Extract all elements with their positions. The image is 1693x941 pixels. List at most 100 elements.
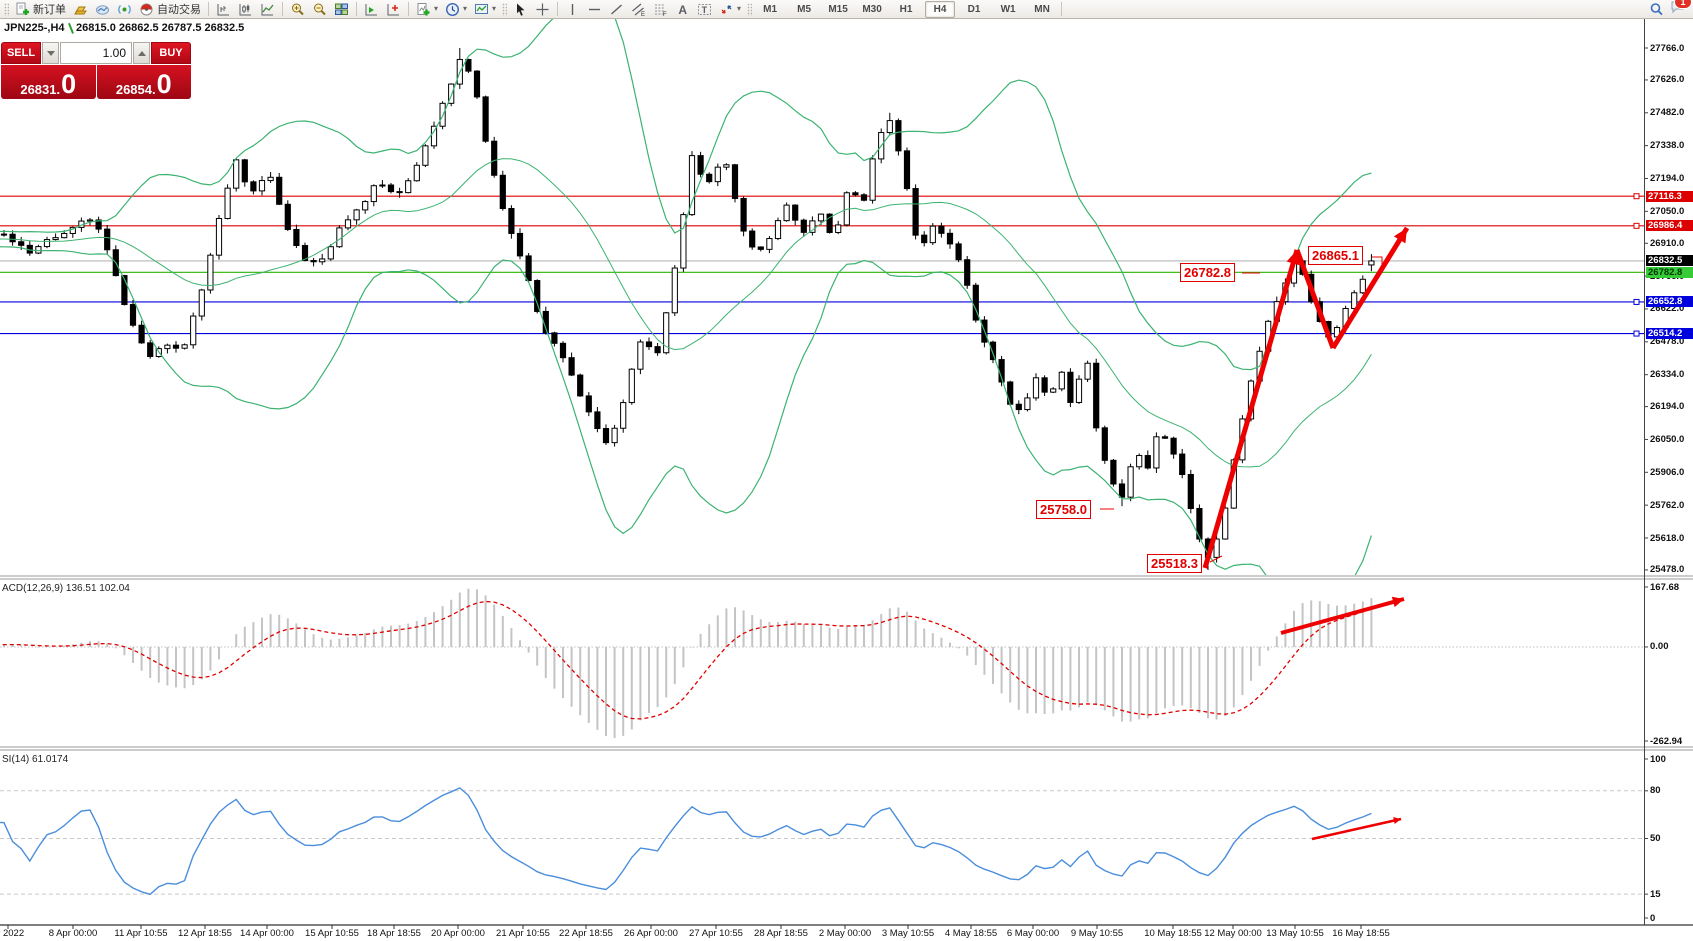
sell-button[interactable]: SELL (1, 42, 41, 64)
timeframe-button-m1[interactable]: M1 (763, 3, 778, 15)
svg-text:T: T (702, 5, 708, 15)
line-chart-mode-button[interactable] (257, 1, 278, 18)
tile-windows-icon (334, 2, 349, 17)
zoom-in-button[interactable] (287, 1, 308, 18)
toolbar-grip[interactable] (502, 2, 508, 16)
template-button[interactable]: ▾ (471, 1, 499, 18)
level-line-handle[interactable] (1633, 193, 1640, 200)
toolbar-separator (282, 2, 283, 16)
fibonacci-tool-button[interactable]: F (650, 1, 671, 18)
toolbar-grip[interactable] (4, 2, 9, 16)
crosshair-tool-button[interactable] (532, 1, 553, 18)
horizontal-line-icon (587, 2, 602, 17)
new-order-icon (15, 2, 30, 17)
trend-arrow-head[interactable] (1393, 817, 1401, 825)
channel-icon: E (631, 2, 646, 18)
autotrade-icon (139, 2, 154, 17)
market-depth-button[interactable] (70, 1, 91, 18)
zoom-out-icon (312, 2, 327, 17)
arrows-tool-button[interactable]: ▾ (716, 1, 744, 18)
triangle-down-icon (46, 50, 55, 56)
clock-icon (445, 2, 460, 17)
trendline-tool-button[interactable] (606, 1, 627, 18)
vertical-line-tool-button[interactable] (562, 1, 583, 18)
chart-shift-icon (386, 2, 401, 17)
candle-chart-mode-button[interactable] (235, 1, 256, 18)
fibonacci-icon: F (653, 2, 668, 18)
timeframe-button-d1[interactable]: D1 (967, 3, 981, 15)
timeframe-button-mn[interactable]: MN (1034, 3, 1050, 15)
callout-leader (1209, 555, 1223, 563)
trendline-icon (609, 2, 624, 17)
arrow-objects-icon (719, 2, 734, 17)
line-chart-icon (260, 2, 275, 17)
horizontal-line-tool-button[interactable] (584, 1, 605, 18)
tile-windows-button[interactable] (331, 1, 352, 18)
timeframe-button-h1[interactable]: H1 (899, 3, 913, 15)
charts-button[interactable] (92, 1, 113, 18)
level-line-handle[interactable] (1633, 222, 1640, 229)
toolbar-separator (1061, 2, 1063, 16)
autotrade-button[interactable]: 自动交易 (136, 1, 204, 18)
bar-chart-icon (216, 2, 231, 17)
toolbar-grip[interactable] (747, 2, 753, 16)
timeframe-button-m15[interactable]: M15 (828, 3, 848, 15)
symbol-timeframe-label: JPN225-,H4 (4, 22, 65, 34)
dropdown-caret-icon: ▾ (434, 4, 439, 13)
dropdown-caret-icon: ▾ (737, 4, 742, 13)
zoom-out-button[interactable] (309, 1, 330, 18)
bar-chart-mode-button[interactable] (213, 1, 234, 18)
timeframe-button-m30[interactable]: M30 (862, 3, 882, 15)
candlestick-chart-icon (238, 2, 253, 17)
add-indicator-button[interactable]: ▾ (413, 1, 441, 18)
signals-button[interactable] (114, 1, 135, 18)
timeframe-button-w1[interactable]: W1 (1000, 3, 1016, 15)
search-icon[interactable] (1649, 2, 1664, 17)
trend-arrow[interactable] (1280, 597, 1405, 635)
buy-price-display[interactable]: 26854. 0 (96, 65, 191, 99)
volume-stepper (42, 42, 150, 64)
chart-shift-button[interactable] (383, 1, 404, 18)
equidistant-channel-tool-button[interactable]: E (628, 1, 649, 18)
trend-arrow[interactable] (1294, 249, 1336, 349)
cursor-tool-button[interactable] (510, 1, 531, 18)
toolbar-separator (208, 2, 209, 16)
trend-arrow[interactable] (1202, 249, 1300, 569)
timeframe-button-m5[interactable]: M5 (797, 3, 812, 15)
macd-label: ACD(12,26,9) 136.51 102.04 (2, 583, 130, 594)
triangle-up-icon (137, 50, 146, 56)
trend-arrow[interactable] (1330, 226, 1410, 350)
chart-cloud-icon (95, 2, 110, 17)
buy-price-small-digits: 26854. (115, 82, 156, 97)
rsi-label: SI(14) 61.0174 (2, 754, 69, 765)
trend-arrow-head[interactable] (1391, 596, 1404, 608)
toolbar-separator (356, 2, 357, 16)
level-line-handle[interactable] (1633, 298, 1640, 305)
text-label-tool-button[interactable]: T (694, 1, 715, 18)
symbol-ohlc-header: JPN225-,H4 26815.0 26862.5 26787.5 26832… (4, 22, 244, 34)
trend-arrow-head[interactable] (1393, 228, 1407, 244)
macd-indicator (0, 588, 1644, 739)
toolbar-separator (408, 2, 409, 16)
notifications-button[interactable]: 1 (1670, 0, 1692, 19)
timeframe-button-h4[interactable]: H4 (925, 0, 956, 18)
svg-text:E: E (641, 12, 645, 17)
auto-scroll-icon (364, 2, 379, 17)
auto-scroll-button[interactable] (361, 1, 382, 18)
buy-button[interactable]: BUY (151, 42, 191, 64)
dropdown-caret-icon: ▾ (492, 4, 497, 13)
timeframe-toolbar: M1 M5 M15 M30 H1 H4 D1 W1 MN (755, 0, 1057, 18)
text-tool-button[interactable]: A (672, 1, 693, 18)
volume-increase-button[interactable] (133, 42, 150, 64)
svg-text:A: A (678, 3, 687, 17)
trend-arrow[interactable] (1311, 817, 1402, 841)
period-clock-button[interactable]: ▾ (442, 1, 470, 18)
volume-input[interactable] (60, 42, 132, 64)
svg-text:F: F (663, 12, 667, 17)
sell-price-display[interactable]: 26831. 0 (1, 65, 96, 99)
level-line-handle[interactable] (1633, 330, 1640, 337)
volume-decrease-button[interactable] (42, 42, 59, 64)
new-order-button[interactable]: 新订单 (12, 1, 69, 18)
